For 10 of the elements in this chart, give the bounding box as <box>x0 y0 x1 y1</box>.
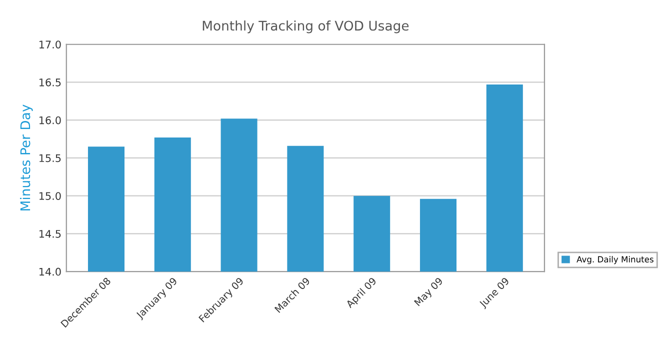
y-tick-label: 15.5 <box>39 154 61 162</box>
y-tick-label: 16.0 <box>39 116 61 124</box>
y-tick-label: 14.0 <box>39 268 61 276</box>
y-axis-title: Minutes Per Day <box>20 104 33 210</box>
y-tick-label: 15.0 <box>39 192 61 200</box>
y-tick-label: 14.5 <box>39 230 61 238</box>
y-tick-label: 17.0 <box>39 40 61 48</box>
y-tick-label: 16.5 <box>39 78 61 86</box>
chart-title: Monthly Tracking of VOD Usage <box>202 20 409 34</box>
legend-label: Avg. Daily Minutes <box>576 256 654 264</box>
